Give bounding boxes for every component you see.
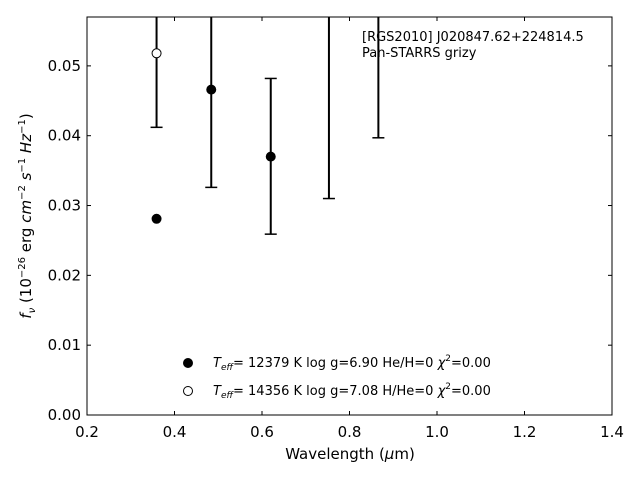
legend: Teff= 12379 K log g=6.90 He/H=0 χ2=0.00 … [183,354,491,401]
y-tick-label: 0.04 [48,127,81,145]
x-tick-label: 1.0 [425,423,449,441]
x-tick-label: 0.4 [163,423,187,441]
model-point-filled [206,84,217,95]
x-tick-label: 0.2 [75,423,99,441]
y-tick-label: 0.01 [48,336,81,354]
x-tick-label: 1.2 [513,423,537,441]
x-tick-label: 1.4 [600,423,624,441]
legend-entry-2: Teff= 14356 K log g=7.08 H/He=0 χ2=0.00 [213,382,491,401]
plot-frame [86,16,613,416]
legend-marker-filled [183,358,193,368]
data-points-layer [151,48,276,224]
x-axis-label: Wavelength (μm) [285,445,415,463]
error-bars-layer [150,17,385,235]
legend-marker-open [183,386,193,396]
x-tick-label: 0.8 [338,423,362,441]
x-tick-label: 0.6 [250,423,274,441]
legend-entry-1: Teff= 12379 K log g=6.90 He/H=0 χ2=0.00 [213,354,491,373]
y-axis-label: fν (10−26 erg cm−2 s−1 Hz−1) [17,113,38,318]
ticks-layer: 0.2 0.4 0.6 0.8 1.0 1.2 1.4 0.00 0.01 0.02 0.03 0.0… [48,17,624,441]
y-tick-label: 0.02 [48,266,81,284]
y-tick-label: 0.05 [48,57,81,75]
y-tick-label: 0.00 [48,406,81,424]
model-point-filled [151,213,162,224]
model-point-filled [265,151,276,162]
model-point-open [151,48,162,59]
annotation-line-1: [RGS2010] J020847.62+224814.5 [362,30,584,45]
annotation-line-2: Pan-STARRS grizy [362,46,477,61]
y-tick-label: 0.03 [48,197,81,215]
